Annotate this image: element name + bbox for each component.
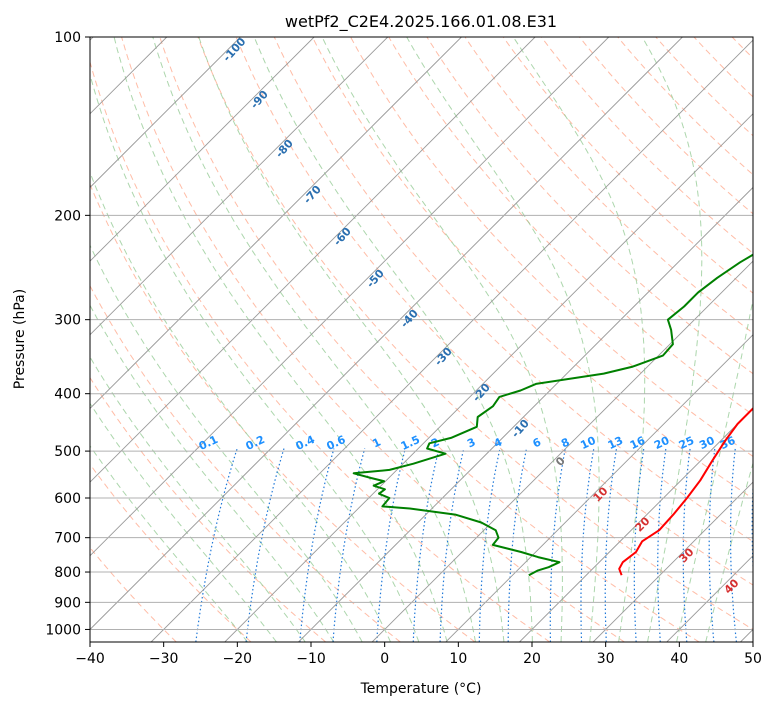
chart-title: wetPf2_C2E4.2025.166.01.08.E31 <box>285 12 557 32</box>
moist-adiabat <box>90 304 335 642</box>
y-tick-label: 200 <box>54 208 81 224</box>
isotherm <box>150 39 753 642</box>
moist-adiabat <box>253 37 533 642</box>
y-axis-label: Pressure (hPa) <box>12 289 28 389</box>
moist-adiabat <box>512 37 646 642</box>
dry-adiabat <box>90 463 252 642</box>
x-tick-label: 20 <box>523 651 541 667</box>
y-tick-label: 500 <box>54 444 81 460</box>
y-tick-label: 400 <box>54 387 81 403</box>
pressure-grid <box>90 37 753 630</box>
isotherm <box>90 37 536 483</box>
dry-adiabat <box>311 37 753 500</box>
moist-adiabat <box>90 356 306 642</box>
dewpoint-line <box>352 253 753 577</box>
mixing-ratio-label: 25 <box>677 434 696 452</box>
isotherm <box>224 113 753 642</box>
y-axis: 100 200 300 400 500 600 700 800 900 1000 <box>45 30 90 638</box>
y-tick-label: 900 <box>54 595 81 611</box>
isotherm <box>445 334 753 642</box>
dry-adiabat <box>235 37 753 586</box>
isotherm <box>298 186 753 642</box>
y-tick-label: 100 <box>54 30 81 46</box>
x-axis: −40 −30 −20 −10 0 10 20 30 40 50 <box>75 642 762 667</box>
isotherm <box>90 37 610 557</box>
moist-adiabat <box>198 37 505 642</box>
isotherm <box>519 407 753 642</box>
dry-adiabat <box>90 60 551 642</box>
moist-adiabat <box>90 402 277 642</box>
isotherm <box>90 37 315 262</box>
y-tick-label: 800 <box>54 565 81 581</box>
x-axis-label: Temperature (°C) <box>360 681 482 697</box>
moist-adiabat <box>152 37 476 642</box>
x-tick-label: 30 <box>597 651 615 667</box>
moist-adiabat <box>676 296 753 642</box>
x-tick-label: −10 <box>296 651 326 667</box>
x-tick-label: 40 <box>670 651 688 667</box>
isotherm <box>371 260 753 642</box>
isotherm <box>90 37 389 336</box>
x-tick-label: 0 <box>380 651 389 667</box>
dry-adiabat <box>273 37 753 543</box>
mixing-ratio-label: 20 <box>652 434 672 452</box>
isotherm <box>592 481 753 642</box>
y-tick-label: 700 <box>54 531 81 547</box>
mixing-ratio-label: 13 <box>606 434 625 452</box>
isotherm <box>90 37 462 410</box>
moist-adiabat <box>641 37 703 642</box>
mixing-ratio-label: 36 <box>718 434 738 452</box>
y-tick-label: 600 <box>54 491 81 507</box>
mixing-ratio-label: 10 <box>578 434 598 452</box>
mixing-ratio-label: 30 <box>697 434 717 452</box>
profiles <box>352 253 753 577</box>
moist-adiabat <box>90 244 363 642</box>
x-tick-label: −40 <box>75 651 105 667</box>
moist-adiabat <box>90 171 391 642</box>
moist-adiabat <box>90 72 420 642</box>
moist-adiabat <box>406 37 600 642</box>
dry-adiabat <box>197 37 753 630</box>
x-tick-label: 10 <box>449 651 467 667</box>
background-lines <box>90 37 753 642</box>
y-tick-label: 1000 <box>45 622 81 638</box>
dry-adiabat <box>159 37 700 642</box>
plot-frame <box>89 36 754 643</box>
moist-adiabat <box>321 37 563 642</box>
isotherm <box>90 37 683 631</box>
dry-adiabat <box>502 37 753 294</box>
x-tick-label: 50 <box>744 651 762 667</box>
isotherm <box>90 37 241 189</box>
y-tick-label: 300 <box>54 313 81 329</box>
moist-adiabat <box>90 445 248 642</box>
mixing-ratio-label: 16 <box>628 434 648 452</box>
x-tick-label: −30 <box>149 651 179 667</box>
temperature-line <box>618 406 753 576</box>
mixing-ratio-line <box>195 448 238 642</box>
x-tick-label: −20 <box>223 651 253 667</box>
dry-adiabat <box>90 376 327 642</box>
moist-adiabat <box>705 461 753 642</box>
